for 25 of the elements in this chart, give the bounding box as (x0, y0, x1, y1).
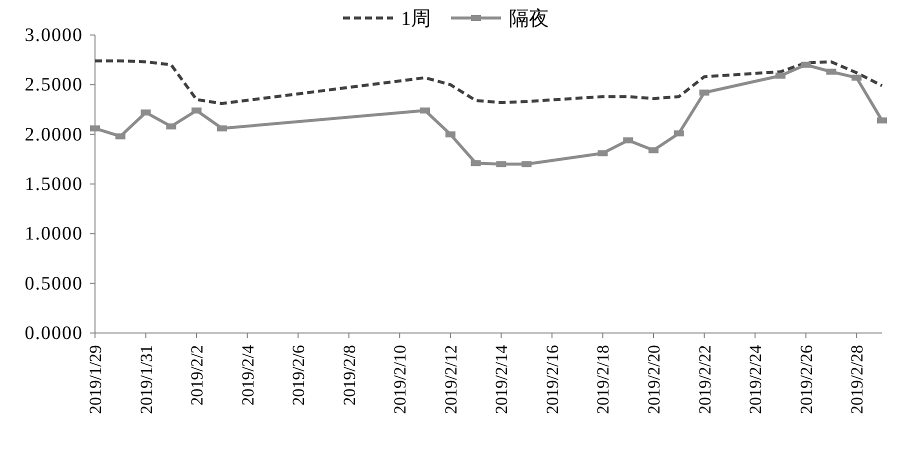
x-tick-label: 2019/2/2 (188, 345, 207, 406)
x-tick-label: 2019/2/12 (441, 345, 460, 414)
x-tick-label: 2019/2/10 (390, 345, 410, 414)
x-tick-label: 2019/2/20 (644, 345, 664, 414)
x-tick-label: 2019/2/8 (340, 345, 359, 406)
y-tick-label: 2.0000 (24, 124, 83, 146)
x-tick-label: 2019/2/28 (848, 345, 867, 414)
x-tick-label: 2019/2/26 (796, 345, 816, 414)
y-tick-label: 2.5000 (24, 74, 83, 96)
x-tick-label: 2019/2/18 (594, 345, 613, 414)
y-tick-label: 3.0000 (24, 25, 83, 46)
x-tick-label: 2019/1/31 (136, 345, 156, 414)
x-tick-label: 2019/2/24 (746, 344, 766, 414)
x-tick-label: 2019/2/4 (238, 344, 258, 406)
x-tick-label: 2019/1/29 (86, 345, 105, 414)
x-tick-label: 2019/2/14 (492, 344, 512, 414)
legend-label: 1周 (401, 8, 431, 30)
y-tick-label: 0.0000 (24, 323, 83, 344)
legend-label: 隔夜 (509, 8, 549, 30)
x-tick-label: 2019/2/22 (695, 345, 714, 414)
y-tick-label: 0.5000 (24, 273, 83, 294)
y-tick-label: 1.0000 (24, 224, 83, 245)
x-tick-label: 2019/2/16 (542, 345, 562, 414)
x-tick-label: 2019/2/6 (289, 345, 308, 406)
y-tick-label: 1.5000 (24, 174, 83, 195)
